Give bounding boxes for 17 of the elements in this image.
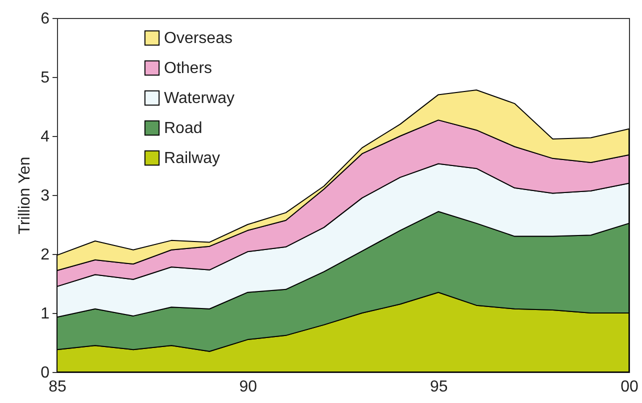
x-tick-label: 90 <box>239 378 258 396</box>
x-tick-label: 85 <box>48 378 66 396</box>
legend-label: Railway <box>164 150 220 167</box>
legend-label: Others <box>164 60 212 77</box>
y-tick-label: 6 <box>40 10 50 28</box>
legend-label: Overseas <box>164 30 232 47</box>
legend-label: Road <box>164 120 202 137</box>
y-tick-label: 2 <box>40 246 50 264</box>
y-axis-title: Trillion Yen <box>16 156 34 234</box>
x-tick-label: 95 <box>430 378 448 396</box>
legend-label: Waterway <box>164 90 235 107</box>
y-tick-label: 1 <box>40 306 50 322</box>
y-tick-label: 4 <box>40 128 50 146</box>
y-tick-label: 3 <box>40 188 50 204</box>
y-tick-label: 0 <box>40 364 50 382</box>
y-tick-label: 5 <box>40 70 50 86</box>
x-tick-label: 00 <box>620 378 638 396</box>
